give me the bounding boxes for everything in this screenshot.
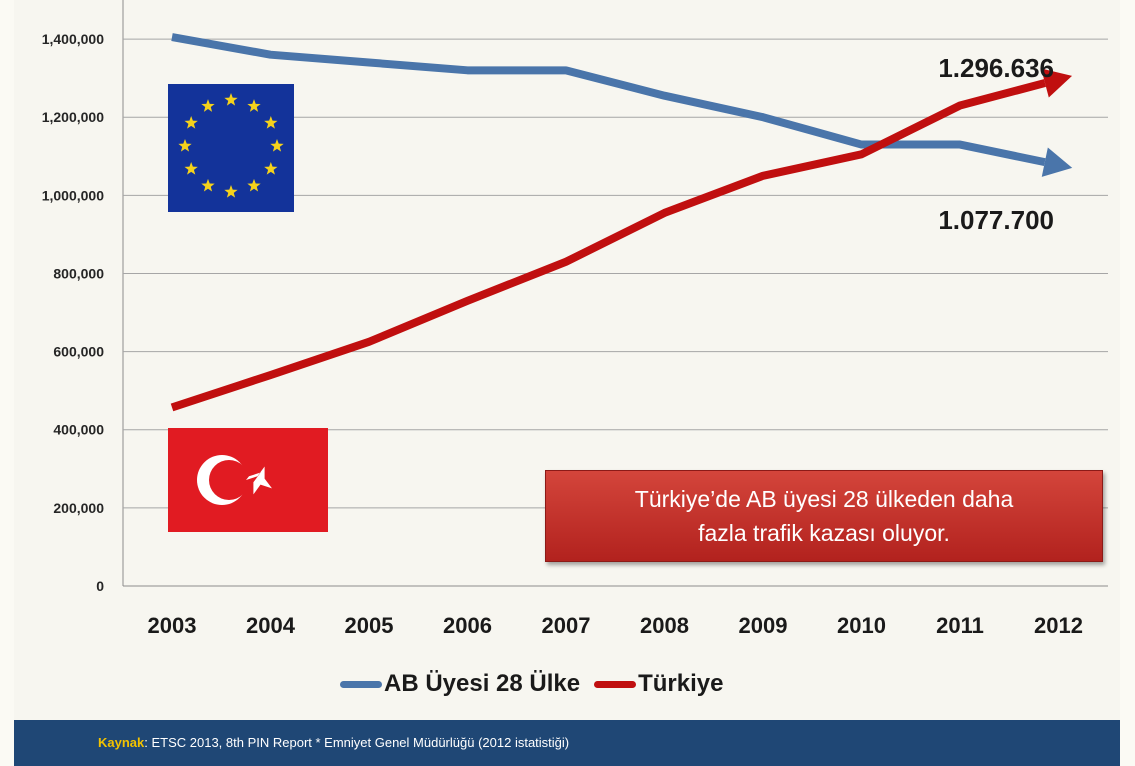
star-icon bbox=[184, 162, 198, 175]
legend-item-turkey: Türkiye bbox=[594, 670, 723, 698]
turkey-flag-image bbox=[168, 428, 328, 532]
legend-swatch-eu bbox=[340, 680, 382, 688]
star-icon bbox=[224, 93, 238, 106]
x-tick-label: 2011 bbox=[936, 613, 984, 638]
end-label-1: 1.296.636 bbox=[938, 53, 1054, 83]
star-icon bbox=[247, 178, 261, 192]
star-icon bbox=[270, 139, 284, 152]
y-tick-label: 200,000 bbox=[53, 500, 104, 516]
y-axis-ticks: 0 200,000 400,000 600,000 800,000 1,000,000 1,… bbox=[42, 31, 105, 594]
star-icon bbox=[178, 139, 192, 152]
callout-line-2: fazla trafik kazası oluyor. bbox=[698, 520, 950, 546]
x-tick-label: 2003 bbox=[148, 613, 197, 638]
series-arrow-0 bbox=[1041, 147, 1073, 177]
star-icon bbox=[201, 99, 215, 112]
end-labels: 1.077.700 1.296.636 bbox=[938, 53, 1054, 235]
star-icon bbox=[247, 99, 261, 112]
x-tick-label: 2004 bbox=[246, 613, 296, 638]
y-tick-label: 600,000 bbox=[53, 344, 104, 360]
legend-label-eu: AB Üyesi 28 Ülke bbox=[384, 670, 581, 697]
y-tick-label: 1,000,000 bbox=[42, 187, 104, 203]
series-arrow-1 bbox=[1041, 68, 1073, 98]
legend-label-turkey: Türkiye bbox=[638, 670, 724, 697]
star-icon bbox=[264, 116, 278, 129]
x-tick-label: 2007 bbox=[542, 613, 591, 638]
y-tick-label: 0 bbox=[96, 578, 104, 594]
series-line-1 bbox=[170, 79, 1046, 412]
star-icon bbox=[184, 116, 198, 129]
callout-box: Türkiye’de AB üyesi 28 ülkeden daha fazl… bbox=[545, 470, 1103, 562]
callout-line-1: Türkiye’de AB üyesi 28 ülkeden daha bbox=[634, 486, 1014, 512]
series-line-0 bbox=[171, 33, 1046, 167]
legend: AB Üyesi 28 Ülke Türkiye bbox=[340, 666, 723, 702]
source-text: : ETSC 2013, 8th PIN Report * Emniyet Ge… bbox=[144, 735, 570, 750]
x-tick-label: 2009 bbox=[739, 613, 788, 638]
x-tick-label: 2006 bbox=[443, 613, 492, 638]
eu-flag-image bbox=[168, 84, 294, 212]
x-tick-label: 2005 bbox=[345, 613, 394, 638]
source-label: Kaynak bbox=[98, 735, 145, 750]
star-icon bbox=[224, 185, 238, 198]
series-lines bbox=[170, 33, 1073, 412]
eu-stars-icon bbox=[178, 93, 284, 198]
crescent-star-icon bbox=[197, 455, 272, 505]
source-footer: Kaynak: ETSC 2013, 8th PIN Report * Emni… bbox=[14, 720, 1120, 766]
x-tick-label: 2012 bbox=[1034, 613, 1083, 638]
end-label-0: 1.077.700 bbox=[938, 205, 1054, 235]
x-tick-label: 2010 bbox=[837, 613, 886, 638]
star-icon bbox=[264, 162, 278, 175]
legend-item-eu: AB Üyesi 28 Ülke bbox=[340, 670, 580, 698]
y-tick-label: 400,000 bbox=[53, 422, 104, 438]
y-tick-label: 1,200,000 bbox=[42, 109, 104, 125]
x-tick-label: 2008 bbox=[640, 613, 689, 638]
y-tick-label: 800,000 bbox=[53, 265, 104, 281]
star-icon bbox=[201, 178, 215, 192]
y-tick-label: 1,400,000 bbox=[42, 31, 104, 47]
legend-swatch-turkey bbox=[594, 680, 637, 688]
x-axis-ticks: 2003 2004 2005 2006 2007 2008 2009 2010 2011 2012 bbox=[148, 613, 1083, 638]
